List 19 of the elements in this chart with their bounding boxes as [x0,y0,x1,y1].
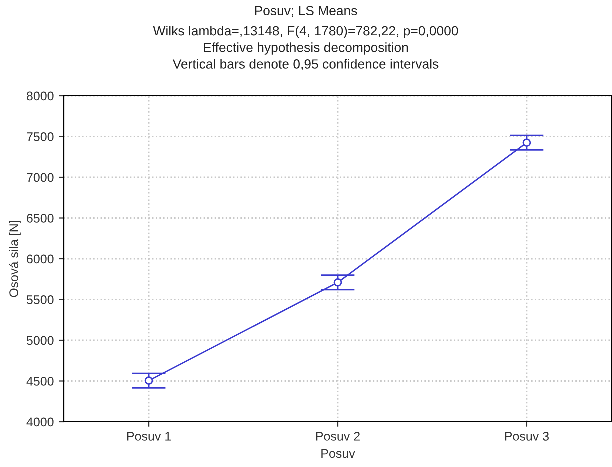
chart-title: Posuv; LS Means [255,6,358,18]
point [144,376,154,386]
y-tick-label: 6500 [27,214,54,223]
x-tick-label: Posuv 3 [505,432,549,441]
y-tick-label: 4000 [26,418,54,427]
x-tick-label: Posuv 1 [127,432,172,441]
y-tick-label: 7500 [27,132,54,142]
x-tick-label: Posuv 2 [316,432,360,441]
x-axis-title: Posuv [322,449,356,458]
point [522,138,532,148]
y-tick-label: 5000 [26,336,54,346]
y-axis-title: Osová sila [N] [9,220,21,298]
y-tick-label: 7000 [27,173,54,182]
chart-subtitle: Wilks lambda=,13148, F(4, 1780)=782,22, p=0,0000 Effective hypothesis decomposition Vertical bars denote 0,95 confidence intervals [153,26,458,70]
y-tick-label: 6000 [27,254,54,264]
y-tick-label: 5500 [26,296,54,304]
y-tick-label: 4500 [26,377,54,386]
y-tick-label: 8000 [27,92,54,101]
point [334,278,342,287]
